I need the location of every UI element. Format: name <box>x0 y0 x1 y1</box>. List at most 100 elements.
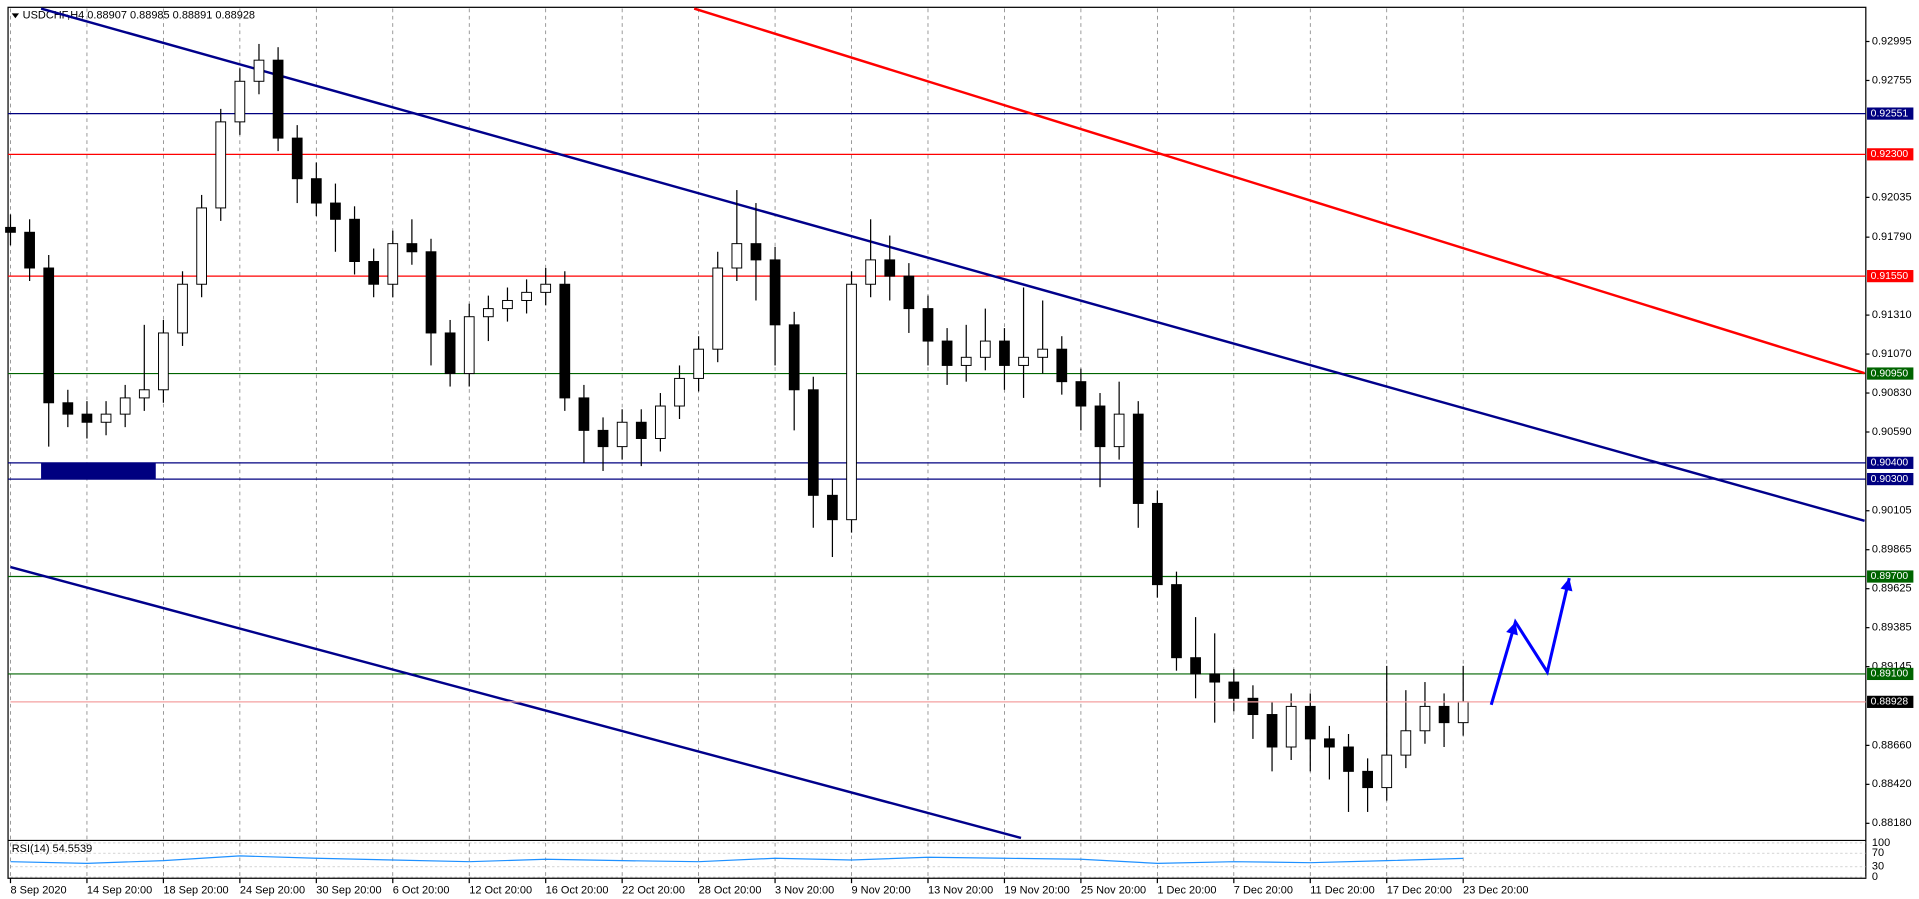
level-tag <box>1867 667 1914 681</box>
candle-body <box>1037 348 1049 358</box>
candle-body <box>1400 730 1412 756</box>
title-marker <box>11 13 20 19</box>
candle-body <box>272 59 284 139</box>
rsi-tick-label: 0 <box>1872 871 1878 883</box>
candle-body <box>731 243 743 269</box>
y-tick-label: 0.91070 <box>1872 348 1912 360</box>
candle-body <box>43 267 55 404</box>
candle-body <box>616 421 628 448</box>
candle-body <box>559 283 571 399</box>
level-tag <box>1867 570 1914 583</box>
price-label: 0.88928 <box>1871 697 1909 708</box>
rsi-label: RSI(14) 54.5539 <box>12 843 93 855</box>
level-label: 0.92300 <box>1871 149 1909 160</box>
level-tag <box>1867 148 1914 161</box>
candle-body <box>999 340 1010 366</box>
candle-body <box>1018 356 1029 366</box>
y-tick-label: 0.92755 <box>1872 74 1912 86</box>
candle-body <box>253 59 265 82</box>
x-tick-label: 28 Oct 20:00 <box>699 884 762 896</box>
x-tick-label: 1 Dec 20:00 <box>1157 884 1216 896</box>
candle-body <box>196 207 208 285</box>
price-tag <box>1867 695 1914 708</box>
candle-body <box>1381 754 1393 789</box>
candle-body <box>712 267 724 350</box>
x-tick-label: 13 Nov 20:00 <box>928 884 993 896</box>
y-tick-label: 0.90590 <box>1872 426 1912 438</box>
candle-body <box>1113 413 1125 448</box>
x-tick-label: 6 Oct 20:00 <box>393 884 450 896</box>
level-tag <box>1867 270 1914 283</box>
x-tick-label: 9 Nov 20:00 <box>852 884 911 896</box>
y-tick-label: 0.90105 <box>1872 505 1912 517</box>
candle-body <box>1094 405 1106 448</box>
candle-body <box>310 178 322 204</box>
candle-body <box>1438 705 1450 724</box>
candle-body <box>1056 348 1068 383</box>
candle-body <box>234 80 246 123</box>
y-tick-label: 0.92035 <box>1872 191 1912 203</box>
candle-body <box>635 421 647 439</box>
candle-body <box>788 324 800 391</box>
candle-body <box>674 377 685 407</box>
arrow-head <box>1560 578 1573 592</box>
candle-body <box>330 202 341 220</box>
x-tick-label: 14 Sep 20:00 <box>87 884 152 896</box>
level-tag <box>1867 456 1914 469</box>
y-tick-label: 0.91790 <box>1872 231 1912 243</box>
level-label: 0.90400 <box>1871 458 1909 469</box>
candle-body <box>177 283 188 334</box>
y-tick-label: 0.89385 <box>1872 622 1912 634</box>
candle-body <box>502 299 513 310</box>
level-label: 0.90300 <box>1871 474 1909 485</box>
candle-body <box>884 259 896 277</box>
x-tick-label: 16 Oct 20:00 <box>546 884 609 896</box>
candle-body <box>158 332 169 391</box>
y-tick-label: 0.89625 <box>1872 583 1912 595</box>
level-tag <box>1867 367 1914 380</box>
candle-body <box>215 121 227 209</box>
x-tick-label: 8 Sep 2020 <box>10 884 66 896</box>
candle-body <box>903 275 915 310</box>
candle-body <box>368 261 380 285</box>
candle-body <box>960 356 972 366</box>
y-tick-label: 0.92995 <box>1872 35 1912 47</box>
zone <box>41 462 156 480</box>
x-tick-label: 30 Sep 20:00 <box>316 884 381 896</box>
y-tick-label: 0.88420 <box>1872 778 1912 790</box>
candle-body <box>597 429 609 448</box>
candle-body <box>1190 657 1201 675</box>
candle-body <box>807 389 819 496</box>
candle-body <box>1419 705 1431 732</box>
trendline <box>40 7 1865 522</box>
candle-body <box>463 316 475 375</box>
candle-body <box>5 226 16 233</box>
level-label: 0.92551 <box>1871 108 1909 119</box>
y-tick-label: 0.88660 <box>1872 739 1912 751</box>
plot-frame <box>7 6 1867 879</box>
candle-body <box>693 348 704 379</box>
candle-body <box>865 259 877 285</box>
candle-body <box>482 308 494 318</box>
candle-body <box>24 231 35 269</box>
y-tick-label: 0.90830 <box>1872 387 1912 399</box>
candle-body <box>655 405 666 439</box>
forecast-arrow <box>1489 577 1571 706</box>
candle-body <box>1075 381 1087 407</box>
level-label: 0.89700 <box>1871 571 1909 582</box>
candle-body <box>540 283 552 293</box>
candle-body <box>406 243 418 253</box>
x-tick-label: 22 Oct 20:00 <box>622 884 685 896</box>
x-tick-label: 19 Nov 20:00 <box>1004 884 1069 896</box>
level-label: 0.89100 <box>1871 669 1909 680</box>
x-tick-label: 18 Sep 20:00 <box>163 884 228 896</box>
candle-body <box>1247 697 1259 716</box>
candle-body <box>1457 701 1469 724</box>
x-tick-label: 3 Nov 20:00 <box>775 884 834 896</box>
candle-body <box>138 389 150 399</box>
candle-body <box>62 402 74 415</box>
trendline <box>693 7 1865 375</box>
candle-body <box>425 251 437 334</box>
candle-body <box>1132 413 1144 504</box>
